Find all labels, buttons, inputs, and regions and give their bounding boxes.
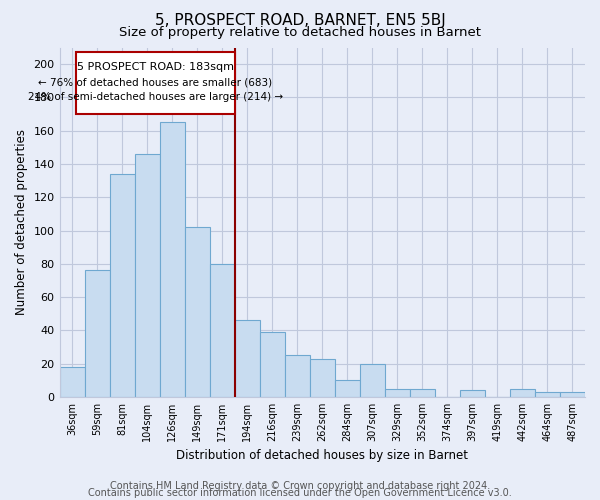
Bar	[85, 270, 110, 397]
Bar	[460, 390, 485, 397]
Y-axis label: Number of detached properties: Number of detached properties	[15, 129, 28, 315]
Bar	[110, 174, 134, 397]
Bar	[160, 122, 185, 397]
Bar	[385, 388, 410, 397]
Bar	[235, 320, 260, 397]
Bar	[360, 364, 385, 397]
Bar	[134, 154, 160, 397]
Bar	[310, 358, 335, 397]
Bar	[535, 392, 560, 397]
Text: 5 PROSPECT ROAD: 183sqm: 5 PROSPECT ROAD: 183sqm	[77, 62, 234, 72]
X-axis label: Distribution of detached houses by size in Barnet: Distribution of detached houses by size …	[176, 450, 468, 462]
Text: 5, PROSPECT ROAD, BARNET, EN5 5BJ: 5, PROSPECT ROAD, BARNET, EN5 5BJ	[155, 12, 445, 28]
Text: Contains HM Land Registry data © Crown copyright and database right 2024.: Contains HM Land Registry data © Crown c…	[110, 481, 490, 491]
Bar	[260, 332, 285, 397]
Bar	[510, 388, 535, 397]
Text: ← 76% of detached houses are smaller (683): ← 76% of detached houses are smaller (68…	[38, 78, 272, 88]
FancyBboxPatch shape	[76, 52, 235, 114]
Bar	[185, 227, 209, 397]
Text: 24% of semi-detached houses are larger (214) →: 24% of semi-detached houses are larger (…	[28, 92, 283, 102]
Bar	[335, 380, 360, 397]
Bar	[410, 388, 435, 397]
Bar	[59, 367, 85, 397]
Bar	[560, 392, 585, 397]
Text: Size of property relative to detached houses in Barnet: Size of property relative to detached ho…	[119, 26, 481, 39]
Bar	[209, 264, 235, 397]
Text: Contains public sector information licensed under the Open Government Licence v3: Contains public sector information licen…	[88, 488, 512, 498]
Bar	[285, 356, 310, 397]
